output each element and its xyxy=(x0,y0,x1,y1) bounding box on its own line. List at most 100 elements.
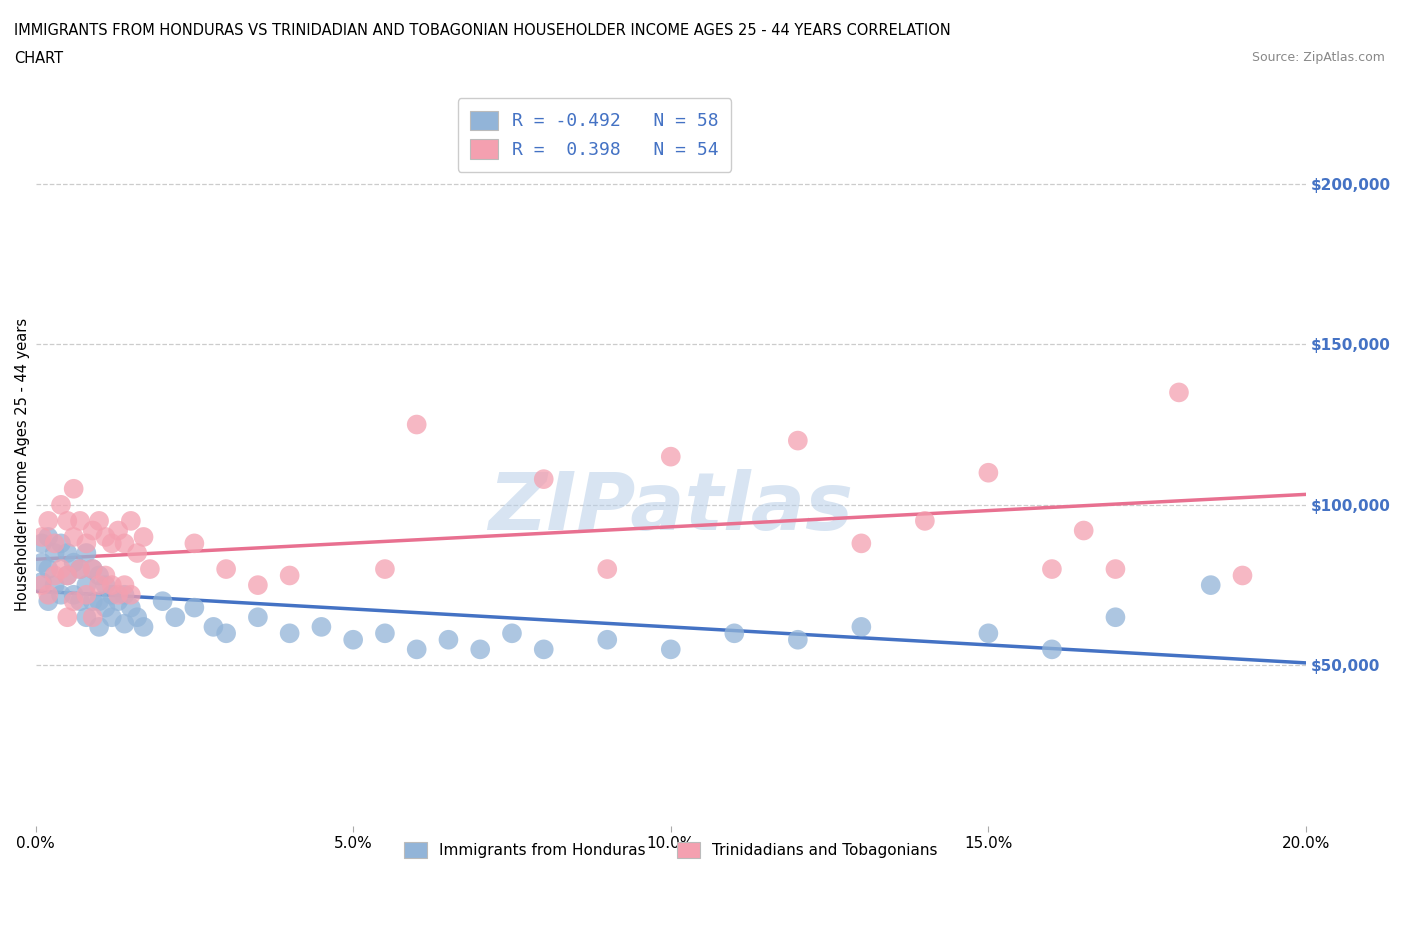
Point xyxy=(132,619,155,634)
Point xyxy=(87,513,110,528)
Point xyxy=(107,588,129,603)
Point xyxy=(75,578,97,592)
Point xyxy=(723,626,745,641)
Point xyxy=(94,568,117,583)
Point xyxy=(87,619,110,634)
Point xyxy=(786,632,808,647)
Point xyxy=(87,593,110,608)
Point xyxy=(31,575,53,590)
Point xyxy=(246,578,269,592)
Text: IMMIGRANTS FROM HONDURAS VS TRINIDADIAN AND TOBAGONIAN HOUSEHOLDER INCOME AGES 2: IMMIGRANTS FROM HONDURAS VS TRINIDADIAN … xyxy=(14,23,950,38)
Point xyxy=(37,513,59,528)
Point xyxy=(49,588,72,603)
Point xyxy=(114,578,136,592)
Point xyxy=(533,642,555,657)
Point xyxy=(69,593,91,608)
Point xyxy=(183,536,205,551)
Point xyxy=(851,536,873,551)
Point xyxy=(1232,568,1254,583)
Point xyxy=(374,562,396,577)
Point xyxy=(56,513,79,528)
Point xyxy=(120,600,142,615)
Point xyxy=(75,546,97,561)
Point xyxy=(75,536,97,551)
Point xyxy=(37,593,59,608)
Point xyxy=(405,642,427,657)
Text: Source: ZipAtlas.com: Source: ZipAtlas.com xyxy=(1251,51,1385,64)
Point xyxy=(82,523,104,538)
Point xyxy=(152,593,174,608)
Point xyxy=(31,555,53,570)
Point xyxy=(94,600,117,615)
Point xyxy=(75,588,97,603)
Point xyxy=(977,626,1000,641)
Point xyxy=(533,472,555,486)
Point xyxy=(44,568,66,583)
Point xyxy=(120,513,142,528)
Point xyxy=(132,529,155,544)
Point xyxy=(101,610,124,625)
Point xyxy=(62,529,84,544)
Point xyxy=(437,632,460,647)
Point xyxy=(278,568,301,583)
Point xyxy=(101,588,124,603)
Point xyxy=(215,626,238,641)
Text: ZIPatlas: ZIPatlas xyxy=(488,469,853,547)
Point xyxy=(246,610,269,625)
Point xyxy=(659,642,682,657)
Legend: Immigrants from Honduras, Trinidadians and Tobagonians: Immigrants from Honduras, Trinidadians a… xyxy=(394,830,948,869)
Point xyxy=(202,619,225,634)
Point xyxy=(501,626,523,641)
Point xyxy=(1199,578,1222,592)
Point xyxy=(82,593,104,608)
Point xyxy=(31,529,53,544)
Point xyxy=(851,619,873,634)
Point xyxy=(31,536,53,551)
Point xyxy=(786,433,808,448)
Point xyxy=(94,529,117,544)
Point xyxy=(62,588,84,603)
Point xyxy=(1040,642,1063,657)
Point xyxy=(37,529,59,544)
Point xyxy=(94,578,117,592)
Point xyxy=(87,568,110,583)
Point xyxy=(1104,562,1126,577)
Point xyxy=(69,513,91,528)
Point xyxy=(1104,610,1126,625)
Point xyxy=(659,449,682,464)
Point xyxy=(405,417,427,432)
Point xyxy=(374,626,396,641)
Y-axis label: Householder Income Ages 25 - 44 years: Householder Income Ages 25 - 44 years xyxy=(15,318,30,611)
Point xyxy=(62,593,84,608)
Point xyxy=(311,619,333,634)
Point xyxy=(1073,523,1095,538)
Point xyxy=(107,593,129,608)
Point xyxy=(87,578,110,592)
Point xyxy=(37,588,59,603)
Point xyxy=(44,536,66,551)
Point xyxy=(56,568,79,583)
Point xyxy=(56,610,79,625)
Point xyxy=(1040,562,1063,577)
Text: CHART: CHART xyxy=(14,51,63,66)
Point xyxy=(278,626,301,641)
Point xyxy=(1168,385,1191,400)
Point xyxy=(101,578,124,592)
Point xyxy=(165,610,187,625)
Point xyxy=(596,562,619,577)
Point xyxy=(69,562,91,577)
Point xyxy=(139,562,162,577)
Point xyxy=(49,498,72,512)
Point xyxy=(914,513,936,528)
Point xyxy=(56,568,79,583)
Point xyxy=(82,562,104,577)
Point xyxy=(120,588,142,603)
Point xyxy=(127,610,149,625)
Point xyxy=(37,562,59,577)
Point xyxy=(82,562,104,577)
Point xyxy=(114,588,136,603)
Point xyxy=(114,536,136,551)
Point xyxy=(470,642,492,657)
Point xyxy=(977,465,1000,480)
Point xyxy=(75,610,97,625)
